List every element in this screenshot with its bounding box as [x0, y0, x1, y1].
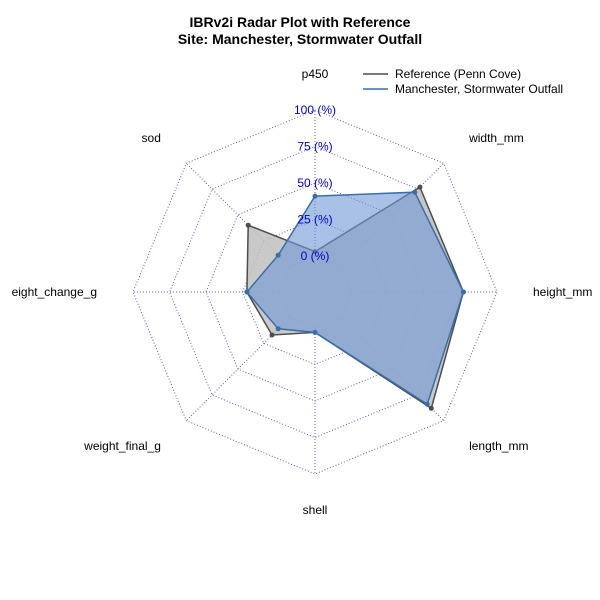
series-0-point-1	[417, 184, 423, 190]
axis-label-shell: shell	[303, 503, 328, 517]
ring-label-4: 100 (%)	[294, 103, 336, 117]
series-0-point-7	[245, 222, 251, 228]
axis-label-height-mm: height_mm	[533, 285, 592, 299]
series-0-point-5	[269, 332, 275, 338]
series-1-point-2	[460, 289, 466, 295]
legend: Reference (Penn Cove) Manchester, Stormw…	[363, 67, 563, 96]
axis-label-p450: p450	[302, 67, 329, 81]
legend-label-site: Manchester, Stormwater Outfall	[395, 82, 563, 96]
chart-title: IBRv2i Radar Plot with Reference	[190, 14, 411, 30]
series-1-point-1	[412, 189, 418, 195]
series-1-point-7	[275, 252, 281, 258]
series-1-point-4	[312, 329, 318, 335]
chart-subtitle: Site: Manchester, Stormwater Outfall	[178, 31, 422, 47]
ring-labels: 0 (%) 25 (%) 50 (%) 75 (%) 100 (%)	[294, 103, 336, 263]
series-1-point-0	[312, 193, 318, 199]
axis-label-width-mm: width_mm	[468, 131, 524, 145]
axis-label-sod: sod	[142, 131, 161, 145]
series-polygon-1	[245, 191, 465, 406]
legend-label-reference: Reference (Penn Cove)	[395, 67, 521, 81]
ring-label-1: 25 (%)	[297, 213, 332, 227]
axis-label-length-mm: length_mm	[469, 439, 528, 453]
axis-label-weight-final-g: weight_final_g	[83, 439, 161, 453]
series-0-point-3	[428, 405, 434, 411]
axis-label-eight-change-g: eight_change_g	[12, 285, 97, 299]
ring-label-3: 75 (%)	[297, 140, 332, 154]
series-1-point-6	[244, 289, 250, 295]
radar-series	[244, 184, 466, 411]
series-1-point-5	[275, 326, 281, 332]
ring-label-0: 0 (%)	[301, 249, 330, 263]
ring-label-2: 50 (%)	[297, 176, 332, 190]
series-1-point-3	[424, 401, 430, 407]
